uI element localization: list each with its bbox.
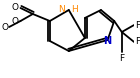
Text: O: O	[12, 4, 19, 12]
Text: O: O	[1, 22, 8, 32]
Text: N: N	[58, 5, 65, 13]
Text: N: N	[104, 36, 112, 46]
Text: O: O	[12, 17, 19, 26]
Text: H: H	[71, 5, 77, 13]
Text: F: F	[135, 21, 140, 29]
Text: F: F	[135, 38, 140, 46]
Text: F: F	[119, 54, 124, 63]
